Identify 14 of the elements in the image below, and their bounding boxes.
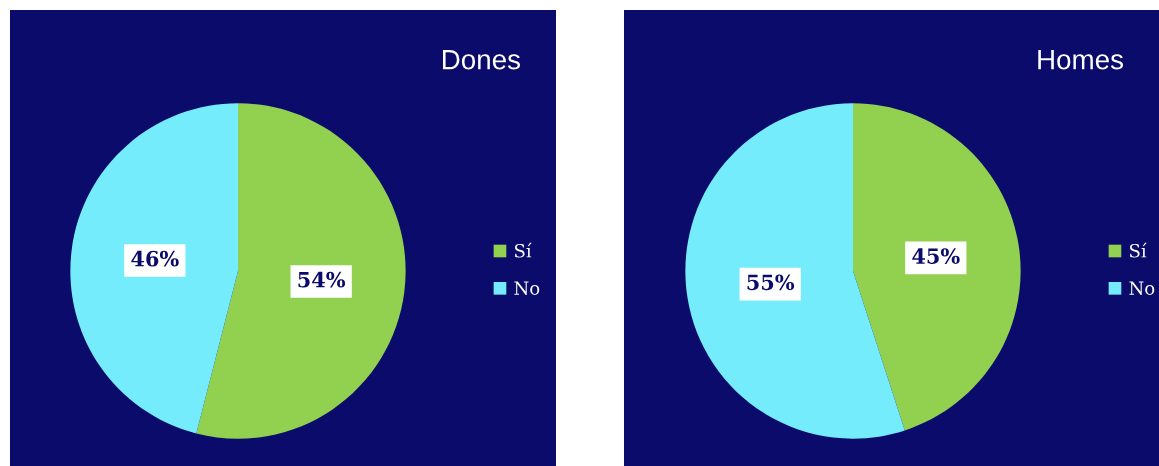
data-label: 54% [298,271,346,288]
data-label: 45% [912,248,960,264]
pie-slice [196,103,406,439]
data-label: 46% [131,250,179,267]
pie-slice [70,103,238,434]
chart-title: Homes [1038,50,1123,70]
chart-title: Dones [442,50,520,70]
legend-label: No [514,281,540,295]
pie-slice [853,103,1021,431]
data-label: 55% [747,274,795,291]
legend-label: Sí [515,242,532,258]
legend-label: Sí [1130,242,1147,258]
pie-slice [685,103,905,439]
legend-label: No [1129,281,1155,295]
